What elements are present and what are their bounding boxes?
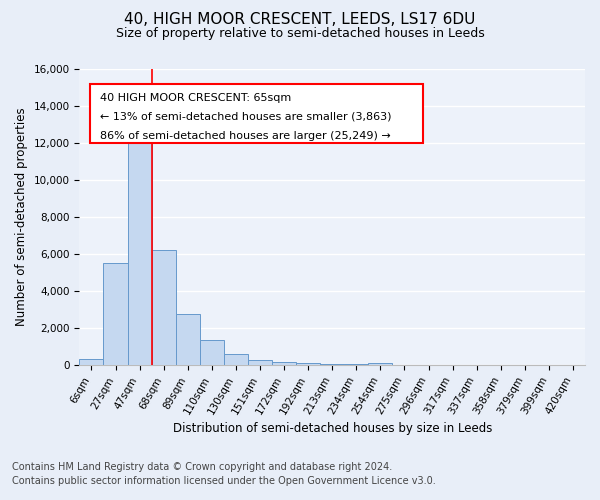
Bar — [344, 364, 368, 365]
Bar — [152, 250, 176, 365]
Bar — [128, 136, 152, 365]
X-axis label: Distribution of semi-detached houses by size in Leeds: Distribution of semi-detached houses by … — [173, 422, 492, 435]
Text: Contains public sector information licensed under the Open Government Licence v3: Contains public sector information licen… — [12, 476, 436, 486]
Bar — [320, 364, 344, 365]
Bar — [200, 340, 224, 365]
Y-axis label: Number of semi-detached properties: Number of semi-detached properties — [15, 108, 28, 326]
Text: ← 13% of semi-detached houses are smaller (3,863): ← 13% of semi-detached houses are smalle… — [100, 112, 391, 122]
Bar — [79, 360, 103, 365]
Bar — [248, 360, 272, 365]
Text: Size of property relative to semi-detached houses in Leeds: Size of property relative to semi-detach… — [116, 28, 484, 40]
FancyBboxPatch shape — [89, 84, 423, 143]
Bar — [368, 363, 392, 365]
Bar — [103, 264, 128, 365]
Bar — [224, 354, 248, 365]
Bar — [272, 362, 296, 365]
Text: 40 HIGH MOOR CRESCENT: 65sqm: 40 HIGH MOOR CRESCENT: 65sqm — [100, 92, 291, 102]
Bar — [176, 314, 200, 365]
Text: Contains HM Land Registry data © Crown copyright and database right 2024.: Contains HM Land Registry data © Crown c… — [12, 462, 392, 472]
Bar — [296, 363, 320, 365]
Text: 40, HIGH MOOR CRESCENT, LEEDS, LS17 6DU: 40, HIGH MOOR CRESCENT, LEEDS, LS17 6DU — [124, 12, 476, 28]
Text: 86% of semi-detached houses are larger (25,249) →: 86% of semi-detached houses are larger (… — [100, 131, 391, 141]
